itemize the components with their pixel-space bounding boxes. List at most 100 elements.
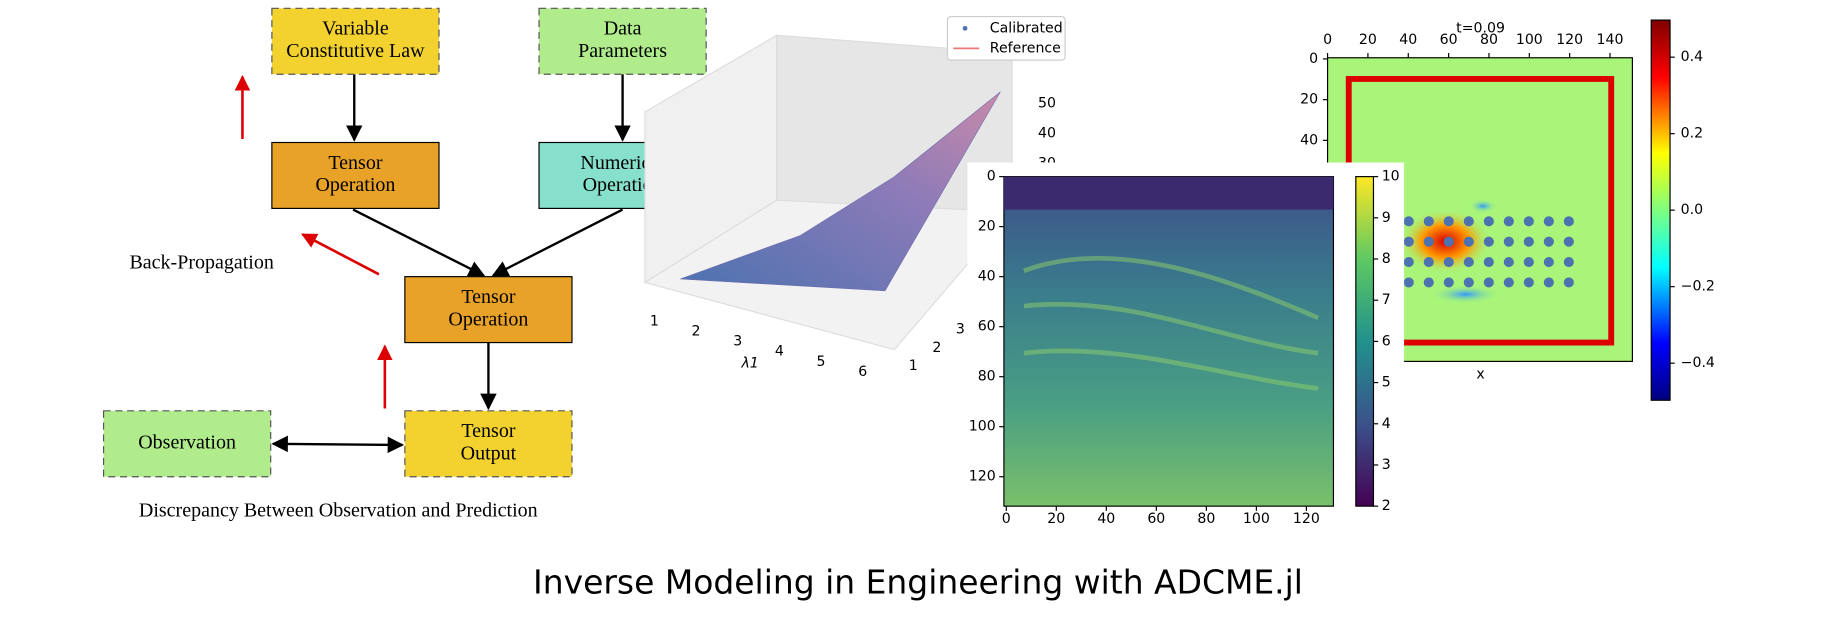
receiver (1503, 257, 1514, 268)
receiver (1503, 236, 1514, 247)
node-label: Operation (315, 174, 395, 196)
tick-label: 0.2 (1681, 126, 1703, 142)
tick-label: 2 (1382, 498, 1391, 514)
tick-label: 7 (1382, 292, 1391, 308)
tick-label: −0.4 (1681, 355, 1715, 371)
surface (680, 91, 1001, 292)
tick-label: 40 (1399, 32, 1417, 48)
node-label: Tensor (461, 286, 515, 308)
receiver (1563, 236, 1574, 247)
tick-label: 6 (1382, 333, 1391, 349)
tick-label: 0 (1309, 51, 1318, 67)
node-box (102, 410, 272, 478)
node-label: Constitutive Law (286, 40, 425, 62)
tick-label: 3 (956, 322, 965, 338)
node-label: Variable (322, 18, 389, 40)
node: Observation (102, 410, 272, 478)
tick-label: 8 (1382, 251, 1391, 267)
tick-label: 40 (1300, 132, 1318, 148)
node-label: Tensor (461, 420, 515, 442)
receiver (1403, 236, 1414, 247)
tick-label: −0.2 (1681, 279, 1715, 295)
receiver (1463, 216, 1474, 227)
receiver (1563, 277, 1574, 288)
receiver (1423, 277, 1434, 288)
surface-plot: Calibrated Reference λ1 123456123304050 (643, 15, 1066, 380)
annotation: Back-Propagation (129, 251, 273, 273)
node-label: Numerical (580, 152, 665, 174)
tick-label: 5 (1382, 375, 1391, 391)
receiver (1543, 236, 1554, 247)
tick-label: 80 (1197, 511, 1215, 527)
tick-label: 10 (1382, 169, 1400, 185)
receiver (1543, 277, 1554, 288)
receiver (1463, 277, 1474, 288)
tick-label: 5 (817, 354, 826, 370)
tick-label: 9 (1382, 210, 1391, 226)
receiver (1563, 216, 1574, 227)
receiver (1463, 257, 1474, 268)
node-label: Output (461, 443, 517, 465)
tick-label: 20 (978, 219, 996, 235)
tick-label: 100 (1516, 32, 1543, 48)
tick-label: 20 (1359, 32, 1377, 48)
tick-label: 20 (1047, 511, 1065, 527)
receiver (1503, 277, 1514, 288)
receiver (1403, 216, 1414, 227)
tick-label: 0 (987, 169, 996, 185)
tick-label: 2 (932, 340, 941, 356)
tick-label: 120 (1556, 32, 1583, 48)
tick-label: 140 (1597, 32, 1624, 48)
receiver (1523, 257, 1534, 268)
flowchart: Back-Propagation Discrepancy Between Obs… (102, 7, 707, 522)
receiver (1483, 277, 1494, 288)
node-box (271, 7, 440, 75)
tick-label: 120 (969, 469, 996, 485)
node-box (404, 276, 573, 344)
receiver (1543, 216, 1554, 227)
velocity-plot (967, 162, 1405, 530)
receiver (1483, 236, 1494, 247)
tick-label: 4 (775, 344, 784, 360)
tick-label: 40 (1097, 511, 1115, 527)
receiver (1543, 257, 1554, 268)
annotation: Discrepancy Between Observation and Pred… (139, 500, 538, 522)
tick-label: 2 (692, 324, 701, 340)
node-box (404, 410, 573, 478)
tick-label: 0 (1323, 32, 1332, 48)
receiver (1443, 236, 1454, 247)
tick-label: 60 (978, 319, 996, 335)
tick-label: 4 (1382, 416, 1391, 432)
tick-label: 80 (1480, 32, 1498, 48)
node-label: Tensor (328, 152, 382, 174)
node-label: Operation (448, 308, 528, 330)
receiver (1423, 236, 1434, 247)
tick-label: 60 (1147, 511, 1165, 527)
tick-label: 100 (1243, 511, 1270, 527)
receiver (1443, 216, 1454, 227)
node-box (538, 7, 707, 75)
x-axis-label: x (1476, 366, 1484, 382)
tick-label: 3 (733, 334, 742, 350)
receiver (1443, 277, 1454, 288)
tick-label: 80 (978, 369, 996, 385)
tick-label: 6 (858, 364, 867, 380)
node-label: Parameters (578, 40, 667, 62)
node-label: Observation (138, 431, 236, 453)
x-axis-label: λ1 (740, 356, 758, 372)
receiver (1483, 257, 1494, 268)
tick-label: 20 (1300, 92, 1318, 108)
receiver (1423, 257, 1434, 268)
tick-label: 0.0 (1681, 202, 1703, 218)
receiver (1523, 236, 1534, 247)
node-label: Data (604, 18, 642, 40)
tick-label: 3 (1382, 457, 1391, 473)
tick-label: 0.4 (1681, 49, 1703, 65)
receiver (1443, 257, 1454, 268)
tick-label: 60 (1440, 32, 1458, 48)
tick-label: 120 (1293, 511, 1320, 527)
node-label: Operation (583, 174, 663, 196)
